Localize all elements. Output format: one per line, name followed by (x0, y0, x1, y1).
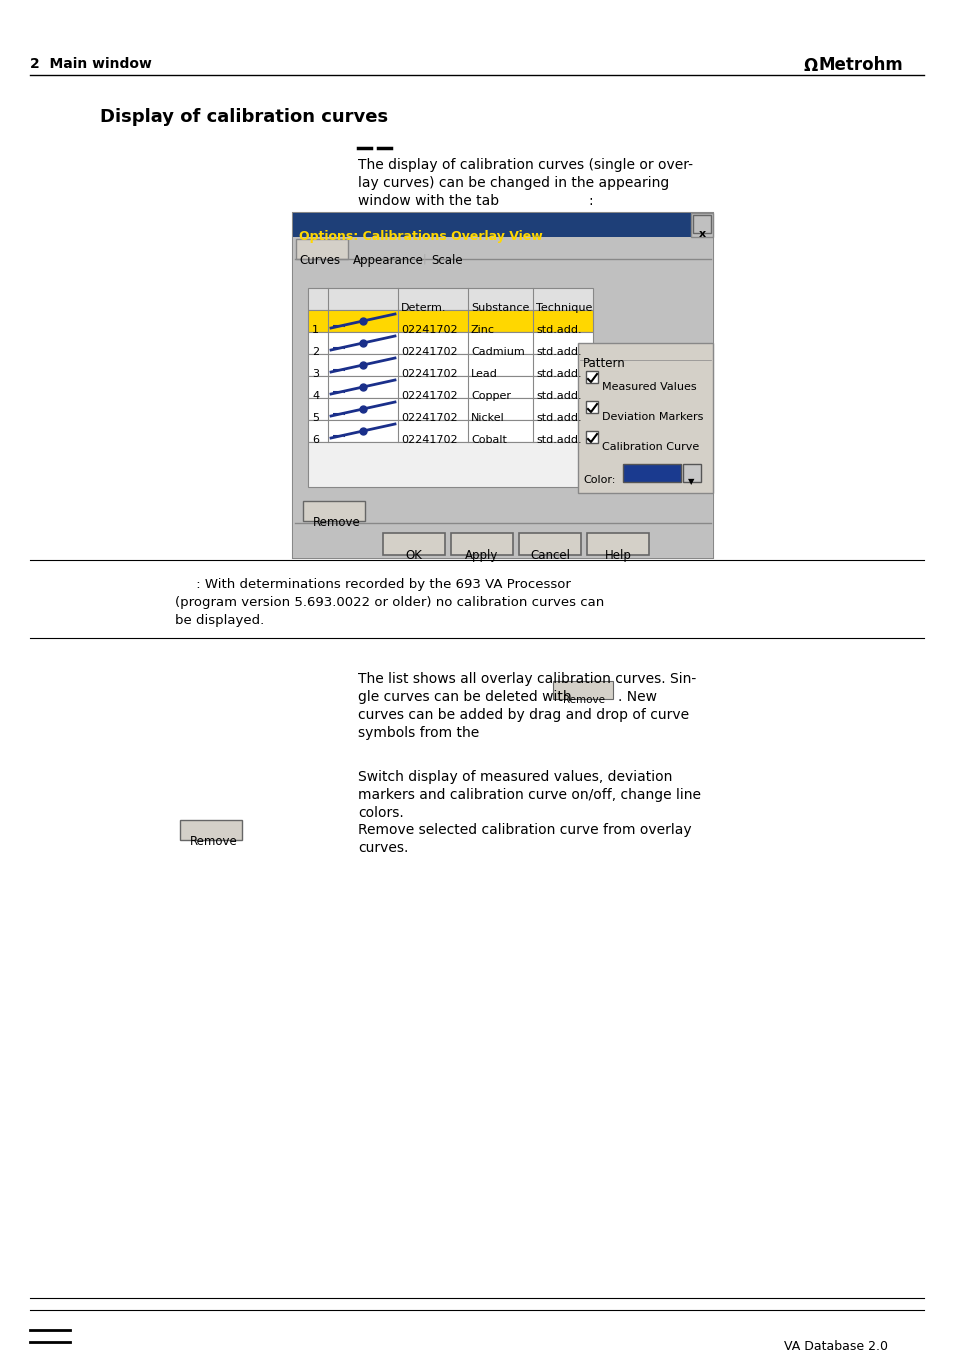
Text: Pattern: Pattern (582, 357, 625, 370)
Text: Switch display of measured values, deviation: Switch display of measured values, devia… (357, 770, 672, 784)
Text: 02241702: 02241702 (400, 326, 457, 335)
Bar (622, 463, 680, 482)
Text: : With determinations recorded by the 693 VA Processor: : With determinations recorded by the 69… (174, 578, 570, 590)
Text: .: . (457, 725, 462, 740)
Bar (451, 534, 513, 555)
Text: std.add.: std.add. (536, 326, 581, 335)
Bar (303, 501, 365, 521)
Text: 2: 2 (312, 347, 319, 357)
Text: std.add.: std.add. (536, 369, 581, 380)
Text: 3: 3 (312, 369, 318, 380)
Bar (518, 534, 580, 555)
Bar (308, 354, 593, 376)
Text: Determ.: Determ. (400, 303, 446, 313)
Text: Nickel: Nickel (471, 413, 504, 423)
Text: 5: 5 (312, 413, 318, 423)
Text: gle curves can be deleted with: gle curves can be deleted with (357, 690, 571, 704)
Bar (585, 401, 598, 413)
Text: be displayed.: be displayed. (174, 613, 264, 627)
Text: Cancel: Cancel (530, 549, 569, 562)
Text: Remove: Remove (562, 694, 604, 705)
Bar (308, 309, 593, 332)
Bar (308, 442, 593, 486)
Text: Scale: Scale (431, 254, 462, 267)
Bar (293, 213, 712, 558)
Text: 6: 6 (312, 435, 318, 444)
Text: Remove: Remove (313, 516, 360, 530)
Bar (293, 236, 712, 558)
Bar (308, 332, 593, 354)
Text: |: | (422, 254, 426, 265)
Text: Copper: Copper (471, 390, 511, 401)
Text: Measured Values: Measured Values (601, 382, 696, 392)
Text: :: : (587, 195, 592, 208)
Text: VA Database 2.0: VA Database 2.0 (783, 1340, 887, 1351)
Text: markers and calibration curve on/off, change line: markers and calibration curve on/off, ch… (357, 788, 700, 802)
Text: curves can be added by drag and drop of curve: curves can be added by drag and drop of … (357, 708, 688, 721)
Text: Curves: Curves (298, 254, 340, 267)
Text: ▼: ▼ (687, 477, 694, 486)
Text: The list shows all overlay calibration curves. Sin-: The list shows all overlay calibration c… (357, 671, 696, 686)
Text: 4: 4 (312, 390, 319, 401)
Text: window with the tab: window with the tab (357, 195, 498, 208)
Text: symbols from the: symbols from the (357, 725, 478, 740)
Text: std.add.: std.add. (536, 435, 581, 444)
Text: . New: . New (618, 690, 657, 704)
Text: Cadmium: Cadmium (471, 347, 524, 357)
Text: 02241702: 02241702 (400, 390, 457, 401)
Text: Ω: Ω (803, 57, 818, 76)
Bar (308, 376, 593, 399)
Text: (program version 5.693.0022 or older) no calibration curves can: (program version 5.693.0022 or older) no… (174, 596, 603, 609)
Text: Color:: Color: (582, 476, 615, 485)
Text: Options: Calibrations Overlay View: Options: Calibrations Overlay View (298, 230, 542, 243)
Bar (382, 534, 444, 555)
Bar (293, 213, 690, 236)
Text: 2  Main window: 2 Main window (30, 57, 152, 72)
Text: Calibration Curve: Calibration Curve (601, 442, 699, 453)
Text: Metrohm: Metrohm (818, 55, 902, 74)
Bar (585, 372, 598, 382)
Bar (308, 420, 593, 442)
Text: std.add.: std.add. (536, 390, 581, 401)
Text: Technique: Technique (536, 303, 592, 313)
Text: Display of calibration curves: Display of calibration curves (100, 108, 388, 126)
Text: Help: Help (604, 549, 631, 562)
Bar (308, 399, 593, 420)
Text: lay curves) can be changed in the appearing: lay curves) can be changed in the appear… (357, 176, 669, 190)
Text: Substance: Substance (471, 303, 529, 313)
Bar (586, 534, 648, 555)
Text: OK: OK (405, 549, 422, 562)
Text: curves.: curves. (357, 842, 408, 855)
Bar (585, 431, 598, 443)
Text: Deviation Markers: Deviation Markers (601, 412, 702, 422)
Text: 02241702: 02241702 (400, 369, 457, 380)
Bar (682, 463, 700, 482)
Text: std.add.: std.add. (536, 413, 581, 423)
Bar (578, 343, 712, 493)
Text: 1: 1 (312, 326, 318, 335)
Text: Remove selected calibration curve from overlay: Remove selected calibration curve from o… (357, 823, 691, 838)
Bar (308, 288, 593, 309)
Text: Zinc: Zinc (471, 326, 495, 335)
Bar (180, 820, 242, 840)
Bar (692, 215, 710, 232)
Text: Apply: Apply (465, 549, 498, 562)
Text: 02241702: 02241702 (400, 413, 457, 423)
Bar (690, 213, 712, 236)
Text: x: x (698, 230, 705, 239)
Bar (553, 681, 613, 698)
Text: Remove: Remove (190, 835, 237, 848)
Text: colors.: colors. (357, 807, 403, 820)
Text: The display of calibration curves (single or over-: The display of calibration curves (singl… (357, 158, 692, 172)
Text: Appearance: Appearance (353, 254, 423, 267)
Text: 02241702: 02241702 (400, 347, 457, 357)
Text: std.add.: std.add. (536, 347, 581, 357)
Text: Cobalt: Cobalt (471, 435, 506, 444)
Text: 02241702: 02241702 (400, 435, 457, 444)
Bar (295, 239, 348, 259)
Text: Lead: Lead (471, 369, 497, 380)
